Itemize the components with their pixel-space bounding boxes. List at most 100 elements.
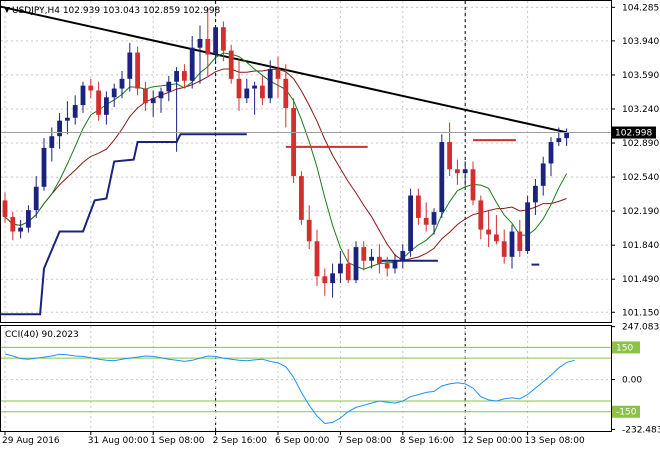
candle [423, 202, 429, 232]
candle-body [400, 250, 406, 261]
candle-body [65, 117, 70, 121]
candle [33, 176, 39, 218]
candle [57, 112, 62, 149]
candle [260, 75, 265, 106]
cci-level-label: 150 [616, 343, 633, 353]
candle [486, 210, 491, 248]
candle-body [236, 78, 242, 99]
candle-body [57, 120, 62, 137]
candle-body [127, 52, 133, 79]
cci-title: CCI(40) 90.2023 [5, 330, 79, 340]
candle-body [2, 200, 8, 217]
candle [166, 75, 172, 102]
y-tick-label: 247.0837 [622, 323, 660, 333]
candle [540, 156, 546, 196]
candle [2, 192, 8, 223]
candle-body [509, 231, 515, 257]
candle-body [540, 163, 546, 186]
candle-body [80, 85, 86, 106]
candle [299, 171, 304, 225]
candle-body [18, 227, 23, 232]
candle-body [384, 263, 390, 269]
candle-body [291, 108, 296, 177]
candle [455, 159, 460, 185]
cci-line [4, 353, 575, 425]
candle [158, 87, 164, 113]
cci-panel: 150 -150 247.0837 0.00 -232.4837 CCI(40) 90… [1, 323, 660, 435]
y-tick-label: -232.4837 [622, 425, 660, 435]
candle-body [267, 69, 273, 99]
candle-body [174, 71, 179, 82]
candle [501, 229, 507, 264]
candle-body [314, 241, 320, 277]
x-tick-label: 1 Sep 08:00 [150, 436, 205, 446]
candle [416, 188, 421, 225]
candle [49, 127, 55, 162]
current-price-tag [612, 126, 656, 139]
candle [189, 36, 195, 89]
candle [283, 64, 289, 128]
candle [18, 219, 23, 239]
current-price-line: 102.998 [1, 126, 656, 139]
candle-body [299, 176, 304, 220]
panel-borders [0, 0, 612, 432]
candle [470, 161, 476, 206]
candle [517, 219, 523, 257]
candle-body [111, 88, 117, 98]
candle-body [26, 210, 31, 228]
candle-body [96, 90, 101, 115]
candle [221, 21, 226, 62]
collapse-triangle-icon[interactable] [4, 7, 10, 13]
candle [41, 138, 47, 191]
candle [119, 71, 125, 99]
x-tick-label: 31 Aug 00:00 [88, 436, 149, 446]
trendline-line [0, 5, 567, 134]
candle-body [517, 231, 523, 251]
candle-body [252, 85, 257, 89]
candle-body [470, 169, 476, 201]
candle [26, 205, 31, 233]
candle-body [283, 78, 289, 108]
candle [228, 44, 234, 84]
trendline [0, 5, 567, 134]
candle [408, 188, 413, 257]
candle [369, 249, 374, 269]
candle-body [533, 185, 538, 203]
candle-body [221, 27, 226, 51]
candle-body [150, 98, 156, 104]
candle-body [455, 169, 460, 174]
candle-body [33, 186, 39, 211]
candle-body [494, 234, 499, 242]
candle [478, 195, 484, 240]
candle-body [322, 276, 328, 284]
candle [236, 59, 242, 111]
candle [338, 250, 343, 284]
candle-body [564, 132, 569, 139]
candle-body [431, 212, 437, 225]
candle-body [486, 229, 491, 235]
y-tick-label: 0.00 [622, 376, 642, 386]
candle-body [88, 85, 94, 91]
candle [252, 81, 257, 115]
cci-series-line [4, 353, 575, 425]
y-tick-label: 102.540 [622, 173, 659, 183]
candle [306, 205, 312, 250]
candle-body [548, 142, 554, 164]
x-tick-label: 7 Sep 08:00 [337, 436, 392, 446]
candle [96, 81, 101, 121]
candle-body [143, 88, 148, 104]
candle [462, 161, 468, 186]
candle [361, 241, 367, 271]
candle-body [49, 136, 55, 148]
chart-header: USDJPY,H4 102.939 103.043 102.859 102.99… [4, 6, 221, 16]
candle [392, 253, 398, 274]
candle [447, 122, 452, 177]
cci-level-label: -150 [616, 408, 637, 418]
candle-body [556, 138, 562, 143]
candle-body [158, 91, 164, 99]
candle [322, 268, 328, 296]
candle [127, 42, 133, 92]
candle-body [197, 38, 203, 48]
candle [80, 81, 86, 113]
cci-level-tag [612, 405, 640, 418]
